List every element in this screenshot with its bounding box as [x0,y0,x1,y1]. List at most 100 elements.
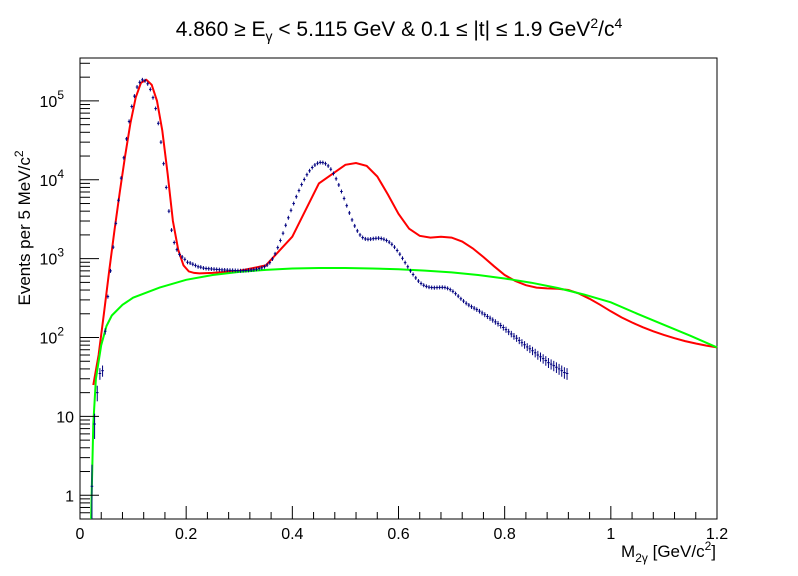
data-point [544,356,548,366]
data-point [541,354,545,364]
data-point [143,78,147,83]
data-point [337,182,341,187]
data-point [289,208,293,213]
data-point [106,294,110,299]
data-point [377,236,380,241]
data-point [305,172,309,177]
data-point [271,256,274,261]
data-point [93,413,96,439]
data-point [111,245,115,250]
data-point [287,215,290,220]
data-point [218,267,221,272]
data-point [517,336,521,345]
data-point [440,285,444,290]
data-point [98,368,102,380]
data-point [417,279,420,284]
data-point [525,343,529,352]
data-point [552,360,556,372]
data-point [353,223,357,228]
data-point [239,268,242,273]
data-point [297,188,301,193]
data-point [313,162,317,167]
data-point [130,104,134,109]
data-point [403,260,407,265]
data-point [361,235,364,240]
data-point [398,252,402,257]
data-point [231,268,234,273]
data-point [435,285,439,290]
y-tick-label: 103 [40,246,65,269]
data-point [364,236,367,241]
data-point [154,106,157,111]
data-point [486,314,489,320]
data-point [119,176,123,181]
data-point [446,286,449,291]
data-point [557,363,561,375]
data-point [204,266,208,271]
data-point [515,334,518,342]
data-point [146,81,149,86]
data-point [125,136,128,141]
data-point [510,330,513,338]
data-point [523,341,526,349]
data-point [494,319,497,325]
data-point [502,324,505,331]
data-point [302,177,306,182]
data-point [433,285,436,290]
data-point [117,198,120,203]
data-point [215,267,218,272]
data-point [395,248,399,253]
data-point [212,267,216,272]
data-point [379,236,383,241]
data-point [156,121,160,126]
data-point [334,176,338,181]
data-point [409,268,412,273]
data-point [491,317,495,323]
data-point [512,332,516,340]
data-point [467,302,471,308]
data-point [223,267,226,272]
x-tick-label: 0 [76,526,85,543]
data-point [268,260,272,265]
data-point [528,344,532,354]
data-point [164,185,168,190]
data-point [90,464,94,519]
data-point [228,268,232,273]
data-point [356,228,359,233]
x-tick-label: 0.4 [281,526,303,543]
data-point [233,268,237,273]
y-tick-label: 1 [65,488,74,505]
x-axis-label: M2γ [GeV/c2] [621,539,716,565]
data-point [401,256,404,261]
data-point [159,140,163,145]
data-point [199,265,203,270]
data-point [308,168,311,173]
data-point [316,161,319,166]
data-point [464,301,468,306]
data-point [345,203,349,208]
data-point [348,210,351,215]
data-point [186,260,189,265]
data-point [247,268,250,273]
data-point [133,94,136,99]
data-point [443,285,447,290]
data-point [385,238,388,243]
data-point [249,267,253,272]
y-tick-label: 10 [56,409,74,426]
data-point [393,245,396,250]
data-point [207,266,211,271]
x-tick-label: 1.2 [706,526,728,543]
data-point [371,236,375,241]
data-point [536,350,540,360]
data-point [279,238,282,243]
data-point [318,160,322,165]
data-point [533,348,537,358]
data-point [462,299,465,304]
data-point [167,209,171,214]
data-point [382,237,386,242]
plot-border [79,57,718,520]
data-point [236,268,240,273]
data-point [180,254,184,259]
data-point [172,240,176,245]
data-point [470,304,473,309]
